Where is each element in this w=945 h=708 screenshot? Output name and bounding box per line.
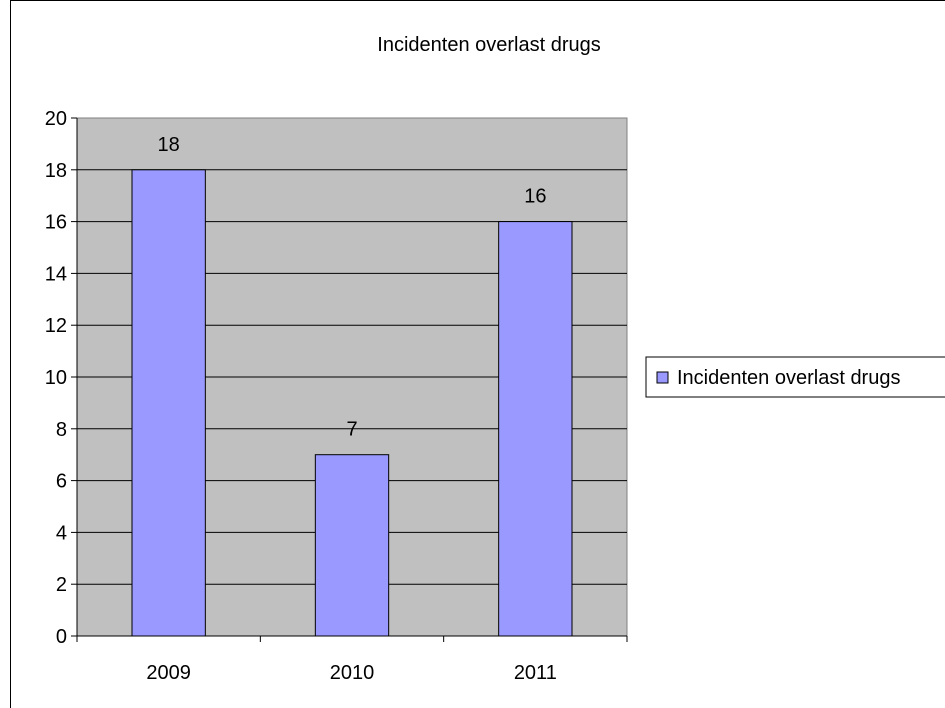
legend: Incidenten overlast drugs: [645, 356, 945, 398]
labels: 0 2 4 6 8 10 12 14 16 18 20 18 2009 7 2010 16 2011: [45, 108, 557, 684]
y-tick-label: 8: [56, 419, 67, 441]
y-tick-label: 0: [56, 626, 67, 648]
chart-title: Incidenten overlast drugs: [377, 34, 600, 56]
x-tick-label: 2010: [330, 662, 375, 684]
data-label: 7: [346, 419, 357, 441]
y-tick-label: 12: [45, 315, 67, 337]
y-tick-label: 2: [56, 574, 67, 596]
x-tick-label: 2011: [514, 662, 557, 684]
y-tick-label: 4: [56, 522, 67, 544]
y-tick-label: 14: [45, 263, 67, 285]
bar: [314, 454, 390, 637]
y-tick-label: 10: [45, 367, 67, 389]
y-tick-label: 16: [45, 212, 67, 234]
y-tick-label: 6: [56, 471, 67, 493]
chart-frame: [10, 0, 945, 708]
y-tick-label: 18: [45, 160, 67, 182]
legend-swatch: [656, 371, 669, 384]
data-label: 18: [158, 134, 180, 156]
legend-label: Incidenten overlast drugs: [677, 367, 900, 389]
legend-box: [645, 356, 945, 398]
y-tick-label: 20: [45, 108, 67, 130]
bar: [498, 221, 573, 637]
bar: [131, 169, 206, 637]
x-tick-label: 2009: [146, 662, 191, 684]
data-label: 16: [524, 186, 546, 208]
axes: [71, 117, 628, 642]
bars: [131, 169, 573, 637]
